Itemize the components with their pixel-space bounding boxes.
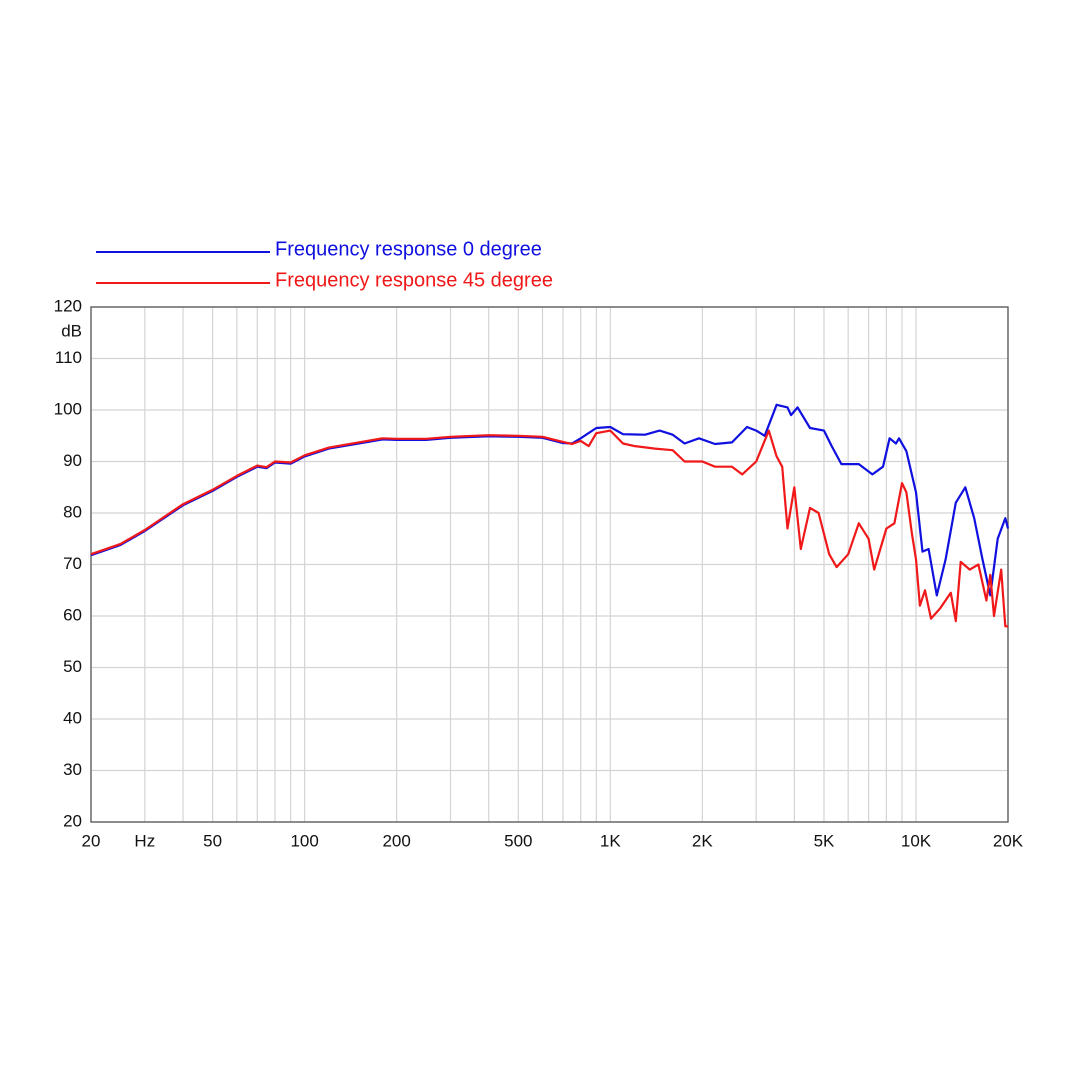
x-tick-label: 500: [504, 831, 532, 850]
x-tick-label: 100: [290, 831, 318, 850]
x-tick-label: 1K: [600, 831, 621, 850]
x-tick-label: 20: [82, 831, 101, 850]
x-tick-label: 20K: [993, 831, 1024, 850]
y-tick-label: 30: [63, 760, 82, 779]
y-tick-label: 110: [55, 348, 82, 367]
x-tick-label: 50: [203, 831, 222, 850]
legend-text: Frequency response 45 degree: [275, 269, 553, 291]
y-axis-label: dB: [61, 321, 82, 340]
y-tick-label: 40: [63, 708, 82, 727]
y-tick-label: 120: [54, 296, 82, 315]
x-tick-label: Hz: [134, 831, 155, 850]
x-tick-label: 5K: [814, 831, 835, 850]
x-tick-label: 2K: [692, 831, 713, 850]
legend-text: Frequency response 0 degree: [275, 238, 542, 260]
x-tick-label: 200: [382, 831, 410, 850]
y-tick-label: 60: [63, 605, 82, 624]
x-tick-label: 10K: [901, 831, 932, 850]
y-tick-label: 100: [54, 399, 82, 418]
y-tick-label: 90: [63, 451, 82, 470]
data-line: [90, 429, 1008, 628]
y-tick-label: 20: [63, 811, 82, 830]
y-tick-label: 80: [63, 502, 82, 521]
y-tick-label: 70: [63, 554, 82, 573]
plot-frame: [90, 306, 1009, 823]
y-tick-label: 50: [63, 657, 82, 676]
